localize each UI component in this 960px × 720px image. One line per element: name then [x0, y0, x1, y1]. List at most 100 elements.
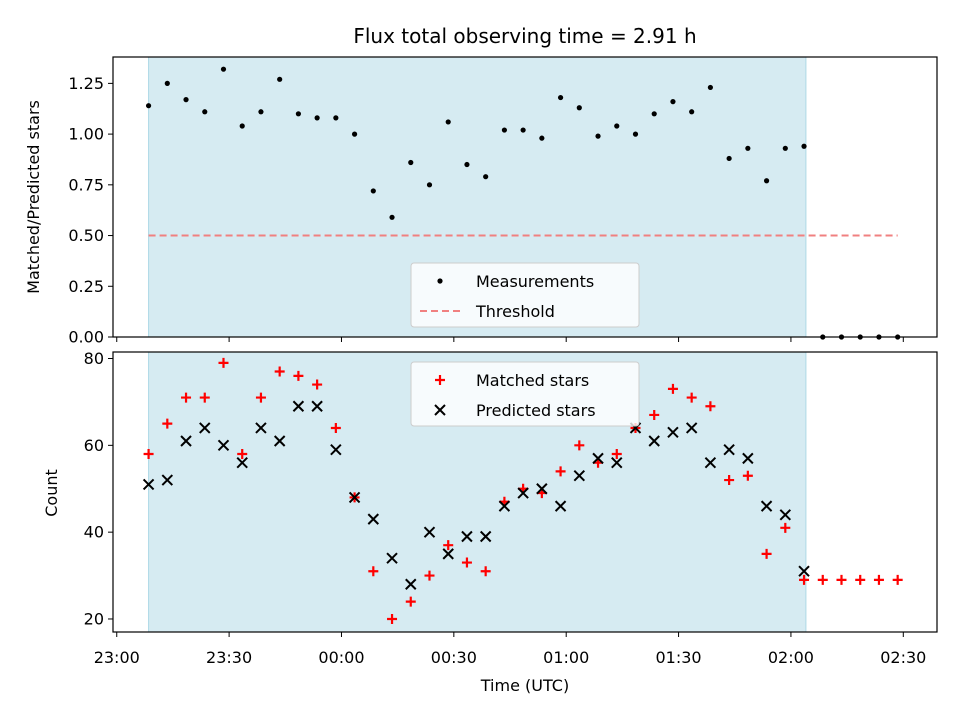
predicted-stars-point	[592, 452, 604, 465]
x-tick-label: 01:00	[543, 648, 589, 667]
predicted-stars-point	[217, 439, 230, 452]
axes-frame	[112, 351, 938, 633]
measurements-point	[520, 127, 526, 133]
matched-stars-point	[461, 557, 472, 568]
y-tick-label: 1.00	[68, 125, 104, 144]
matched-stars-point	[855, 574, 866, 585]
predicted-stars-point	[442, 548, 454, 560]
measurements-point	[483, 174, 489, 180]
measurements-point	[689, 109, 695, 115]
predicted-stars-point	[760, 500, 773, 512]
y-tick-label: 0.75	[68, 175, 104, 194]
measurements-point	[745, 145, 751, 151]
measurements-point	[782, 145, 788, 151]
matched-stars-point	[555, 466, 566, 477]
measurements-point	[183, 97, 189, 103]
measurements-point	[557, 94, 564, 101]
measurements-point	[295, 111, 301, 117]
predicted-stars-point	[405, 578, 417, 590]
x-tick-label: 00:00	[318, 648, 364, 667]
predicted-stars-point	[536, 483, 548, 495]
measurements-point	[651, 111, 657, 117]
legend-box	[410, 361, 640, 427]
measurements-point	[464, 161, 470, 168]
y-tick-label: 20	[84, 609, 104, 628]
predicted-stars-point	[517, 487, 529, 499]
predicted-stars-point	[685, 422, 698, 434]
matched-stars-point	[667, 383, 678, 394]
legend-label: Measurements	[476, 272, 594, 291]
predicted-stars-point	[723, 443, 735, 456]
predicted-stars-point	[779, 509, 792, 521]
legend-label: Predicted stars	[476, 401, 596, 420]
y-tick-label: 0.00	[68, 328, 104, 347]
y-tick-label: 40	[84, 523, 104, 542]
matched-stars-point	[724, 475, 735, 486]
matched-stars-point	[836, 574, 847, 585]
x-tick-label: 02:00	[768, 648, 814, 667]
predicted-stars-point	[498, 500, 511, 512]
measurements-point	[164, 80, 170, 86]
legend-marker	[435, 375, 445, 385]
matched-stars-point	[199, 392, 210, 403]
matched-stars-point	[237, 449, 248, 460]
matched-stars-point	[218, 357, 229, 368]
legend-label: Threshold	[475, 302, 555, 321]
y-tick-label: 80	[84, 349, 104, 368]
measurements-point	[576, 105, 582, 111]
matched-stars-point	[274, 366, 285, 377]
matched-stars-point	[892, 574, 903, 585]
predicted-stars-point	[161, 474, 174, 486]
measurements-point	[801, 143, 807, 149]
matched-stars-point	[330, 422, 341, 433]
y-tick-label: 0.25	[68, 277, 104, 296]
measurements-point	[763, 178, 770, 184]
ratio-panel: 0.00 0.25 0.50 0.75 1.00 1.25 Measurements Thre…	[68, 56, 938, 347]
chart-title: Flux total observing time = 2.91 h	[353, 24, 696, 48]
matched-stars-point	[143, 449, 154, 460]
predicted-stars-point	[648, 435, 660, 447]
predicted-stars-point	[554, 500, 567, 512]
predicted-stars-point	[292, 400, 305, 412]
measurements-point	[370, 188, 376, 194]
y-tick-label: 0.50	[68, 226, 104, 245]
predicted-stars-point	[255, 422, 267, 434]
measurements-point	[351, 131, 358, 137]
matched-stars-point	[405, 596, 416, 607]
predicted-stars-point	[704, 456, 717, 469]
matched-stars-point	[368, 566, 379, 577]
axes-frame	[112, 56, 938, 338]
measurements-point	[707, 84, 714, 91]
y-tick-label: 1.25	[68, 74, 104, 93]
matched-stars-point	[817, 574, 828, 585]
measurements-point	[258, 109, 264, 115]
measurements-point	[239, 123, 245, 129]
matched-stars-point	[574, 440, 585, 451]
matched-stars-point	[181, 392, 192, 403]
measurements-point	[202, 109, 208, 115]
matched-stars-point	[780, 522, 791, 533]
measurements-point	[408, 159, 414, 166]
measurements-point	[220, 66, 227, 72]
x-tick-label: 00:30	[431, 648, 477, 667]
measurements-point	[632, 131, 639, 137]
predicted-stars-point	[479, 530, 492, 543]
ratio-y-axis-label: Matched/Predicted stars	[24, 100, 43, 294]
matched-stars-point	[873, 574, 884, 585]
legend-marker	[434, 404, 446, 416]
matched-stars-point	[424, 570, 435, 581]
predicted-stars-point	[273, 435, 286, 447]
matched-stars-point	[742, 470, 753, 481]
predicted-stars-point	[667, 426, 679, 439]
measurements-point	[314, 115, 320, 121]
measurements-point	[445, 119, 451, 125]
x-tick-label: 02:30	[880, 648, 926, 667]
measurements-point	[726, 155, 732, 162]
x-tick-label: 23:00	[94, 648, 140, 667]
matched-stars-point	[312, 379, 323, 390]
matched-stars-point	[705, 401, 716, 412]
predicted-stars-point	[423, 526, 436, 538]
predicted-stars-point	[611, 456, 623, 469]
count-panel: 20 40 60 80 23:00 23:30 00:00 00:30 01:00 01:30 02…	[84, 349, 938, 667]
